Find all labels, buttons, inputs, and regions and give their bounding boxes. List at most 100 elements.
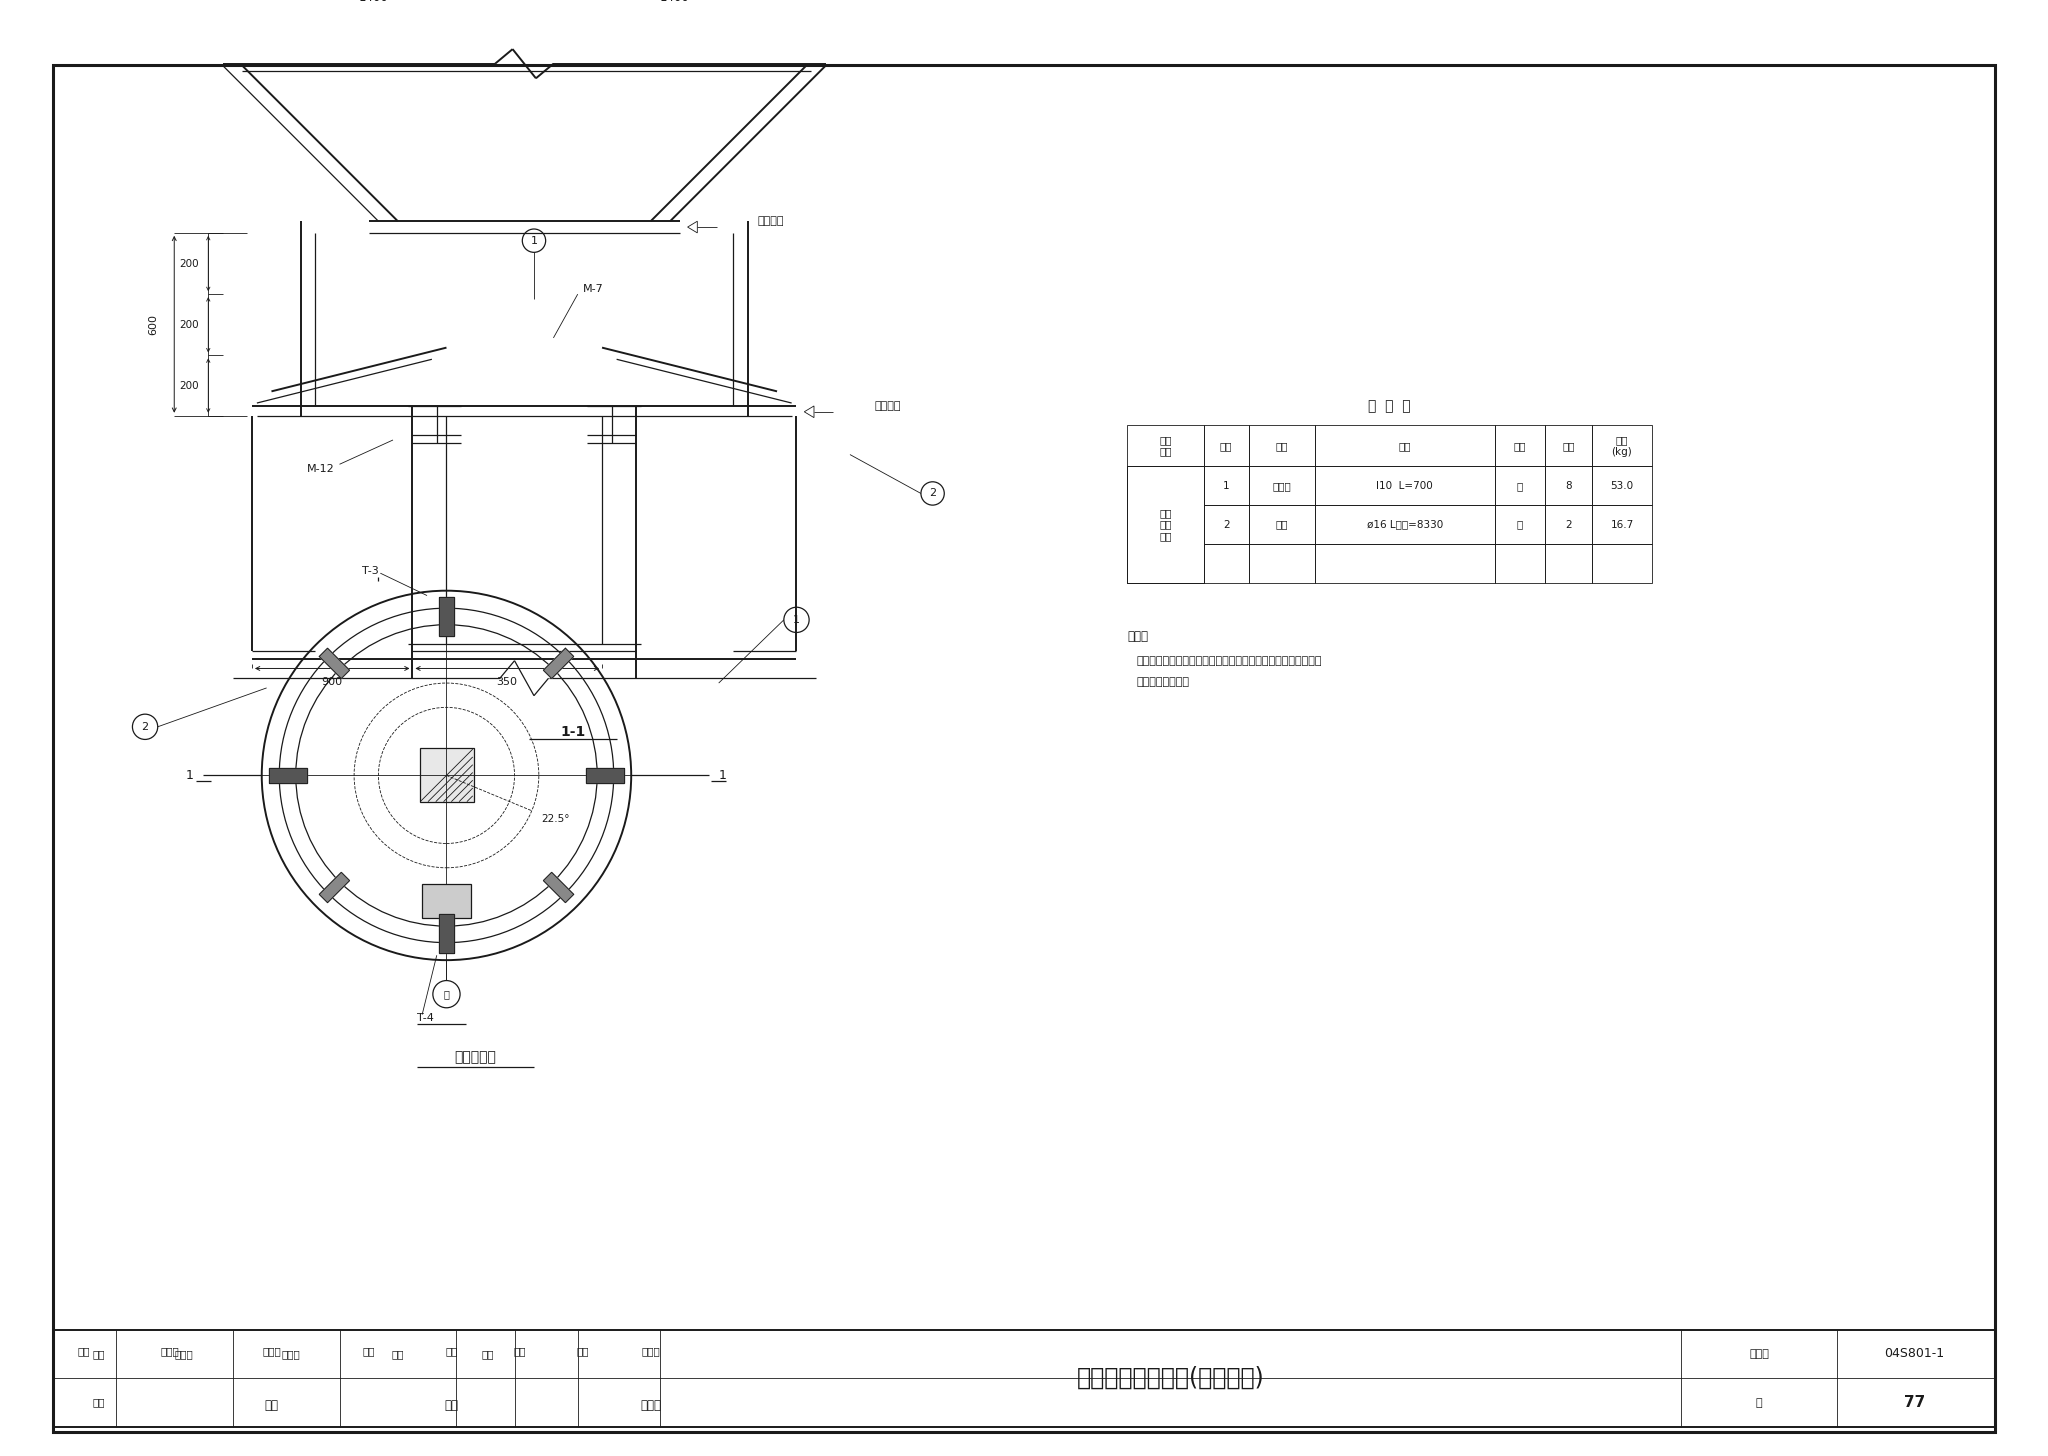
- Bar: [1544, 466, 1591, 505]
- Bar: [1544, 545, 1591, 582]
- Text: 校对: 校对: [362, 1345, 375, 1356]
- Polygon shape: [438, 914, 455, 954]
- Text: 2: 2: [930, 488, 936, 498]
- Text: 宋组先: 宋组先: [174, 1348, 193, 1358]
- Text: 支部
筒栏
顶杆: 支部 筒栏 顶杆: [1159, 508, 1171, 542]
- Text: 审核: 审核: [92, 1348, 104, 1358]
- Text: 尹华容: 尹华容: [641, 1399, 662, 1412]
- Text: 说明：: 说明：: [1126, 630, 1149, 644]
- Text: 焊缝应密贴饱满。: 焊缝应密贴饱满。: [1137, 677, 1190, 687]
- Bar: [1249, 545, 1315, 582]
- Bar: [1591, 545, 1653, 582]
- Text: 图集号: 图集号: [1749, 1348, 1769, 1358]
- Text: 本图中金属焊件，焊前应除锈，焊后应涂防锈漆和面漆各两遍，: 本图中金属焊件，焊前应除锈，焊后应涂防锈漆和面漆各两遍，: [1137, 655, 1323, 665]
- Text: M-12: M-12: [307, 464, 334, 475]
- Text: 53.0: 53.0: [1610, 480, 1634, 491]
- Text: 上环梁底: 上环梁底: [758, 217, 784, 226]
- Text: 1: 1: [530, 236, 537, 246]
- Text: 04S801-1: 04S801-1: [1884, 1347, 1946, 1360]
- Text: 22.5°: 22.5°: [541, 814, 569, 824]
- Text: 构件
名称: 构件 名称: [1159, 435, 1171, 457]
- Text: 1400: 1400: [358, 0, 389, 4]
- Bar: [1544, 505, 1591, 545]
- Bar: [1126, 466, 1204, 505]
- Polygon shape: [543, 648, 573, 678]
- Text: 校对: 校对: [391, 1348, 403, 1358]
- Text: 1-1: 1-1: [561, 725, 586, 738]
- Text: 200: 200: [178, 380, 199, 390]
- Text: 何进: 何进: [92, 1398, 104, 1408]
- Bar: [1591, 505, 1653, 545]
- Bar: [1204, 425, 1249, 466]
- Text: 16.7: 16.7: [1610, 520, 1634, 530]
- Text: 工字钢: 工字钢: [1272, 480, 1290, 491]
- Text: M-7: M-7: [582, 284, 604, 294]
- Text: ø16 L平均=8330: ø16 L平均=8330: [1366, 520, 1442, 530]
- Text: 200: 200: [178, 259, 199, 269]
- Text: 2: 2: [141, 722, 150, 732]
- Text: 何进: 何进: [481, 1348, 494, 1358]
- Bar: [1495, 425, 1544, 466]
- Bar: [1315, 425, 1495, 466]
- Bar: [1495, 466, 1544, 505]
- Text: 何进: 何进: [264, 1399, 279, 1412]
- Text: 设计: 设计: [575, 1345, 590, 1356]
- Bar: [1591, 466, 1653, 505]
- Polygon shape: [543, 872, 573, 903]
- Bar: [1315, 505, 1495, 545]
- Bar: [1591, 425, 1653, 466]
- Polygon shape: [268, 767, 307, 783]
- Text: 宋组先: 宋组先: [160, 1345, 178, 1356]
- Text: 77: 77: [1905, 1395, 1925, 1409]
- Text: 水箱人井顶栏杆图(现浇方案): 水箱人井顶栏杆图(现浇方案): [1077, 1366, 1266, 1390]
- Bar: [420, 748, 473, 802]
- Text: 根: 根: [1518, 520, 1524, 530]
- Bar: [1495, 505, 1544, 545]
- Text: 尹华容: 尹华容: [641, 1345, 659, 1356]
- Text: 600: 600: [147, 314, 158, 335]
- Text: 钢筋: 钢筋: [1276, 520, 1288, 530]
- Text: 1: 1: [1223, 480, 1229, 491]
- Polygon shape: [586, 767, 625, 783]
- Text: 材  料  表: 材 料 表: [1368, 399, 1411, 414]
- Bar: [1204, 545, 1249, 582]
- Text: 单位: 单位: [1513, 441, 1526, 451]
- Bar: [1315, 545, 1495, 582]
- Text: 2: 2: [1565, 520, 1571, 530]
- Text: 何进: 何进: [514, 1345, 526, 1356]
- Text: 350: 350: [496, 677, 518, 687]
- Text: T-3: T-3: [362, 566, 379, 577]
- Text: I10  L=700: I10 L=700: [1376, 480, 1434, 491]
- Text: 沈绍先: 沈绍先: [281, 1348, 301, 1358]
- Text: 编号: 编号: [1221, 441, 1233, 451]
- Text: 1: 1: [793, 614, 801, 625]
- Text: T-4: T-4: [418, 1013, 434, 1024]
- Text: 数量: 数量: [1563, 441, 1575, 451]
- Text: 沈绍先: 沈绍先: [262, 1345, 281, 1356]
- Text: 1: 1: [719, 769, 727, 782]
- Text: 审核: 审核: [78, 1345, 90, 1356]
- Text: 支筒顶面: 支筒顶面: [874, 400, 901, 411]
- Text: 何进: 何进: [444, 1399, 459, 1412]
- Bar: [1315, 466, 1495, 505]
- Bar: [53, 1329, 1995, 1427]
- Polygon shape: [319, 872, 350, 903]
- Bar: [422, 884, 471, 919]
- Bar: [1204, 466, 1249, 505]
- Text: 1400: 1400: [659, 0, 690, 4]
- Text: 何进: 何进: [444, 1345, 457, 1356]
- Bar: [1126, 466, 1204, 582]
- Bar: [1249, 425, 1315, 466]
- Text: 1: 1: [186, 769, 195, 782]
- Bar: [1249, 466, 1315, 505]
- Text: 规格: 规格: [1399, 441, 1411, 451]
- Text: 支筒顶栏杆: 支筒顶栏杆: [455, 1050, 496, 1064]
- Text: 200: 200: [178, 320, 199, 331]
- Polygon shape: [319, 648, 350, 678]
- Text: 900: 900: [322, 677, 342, 687]
- Bar: [1249, 505, 1315, 545]
- Bar: [1126, 505, 1204, 545]
- Bar: [1204, 505, 1249, 545]
- Text: 重量
(kg): 重量 (kg): [1612, 435, 1632, 457]
- Bar: [1126, 425, 1204, 466]
